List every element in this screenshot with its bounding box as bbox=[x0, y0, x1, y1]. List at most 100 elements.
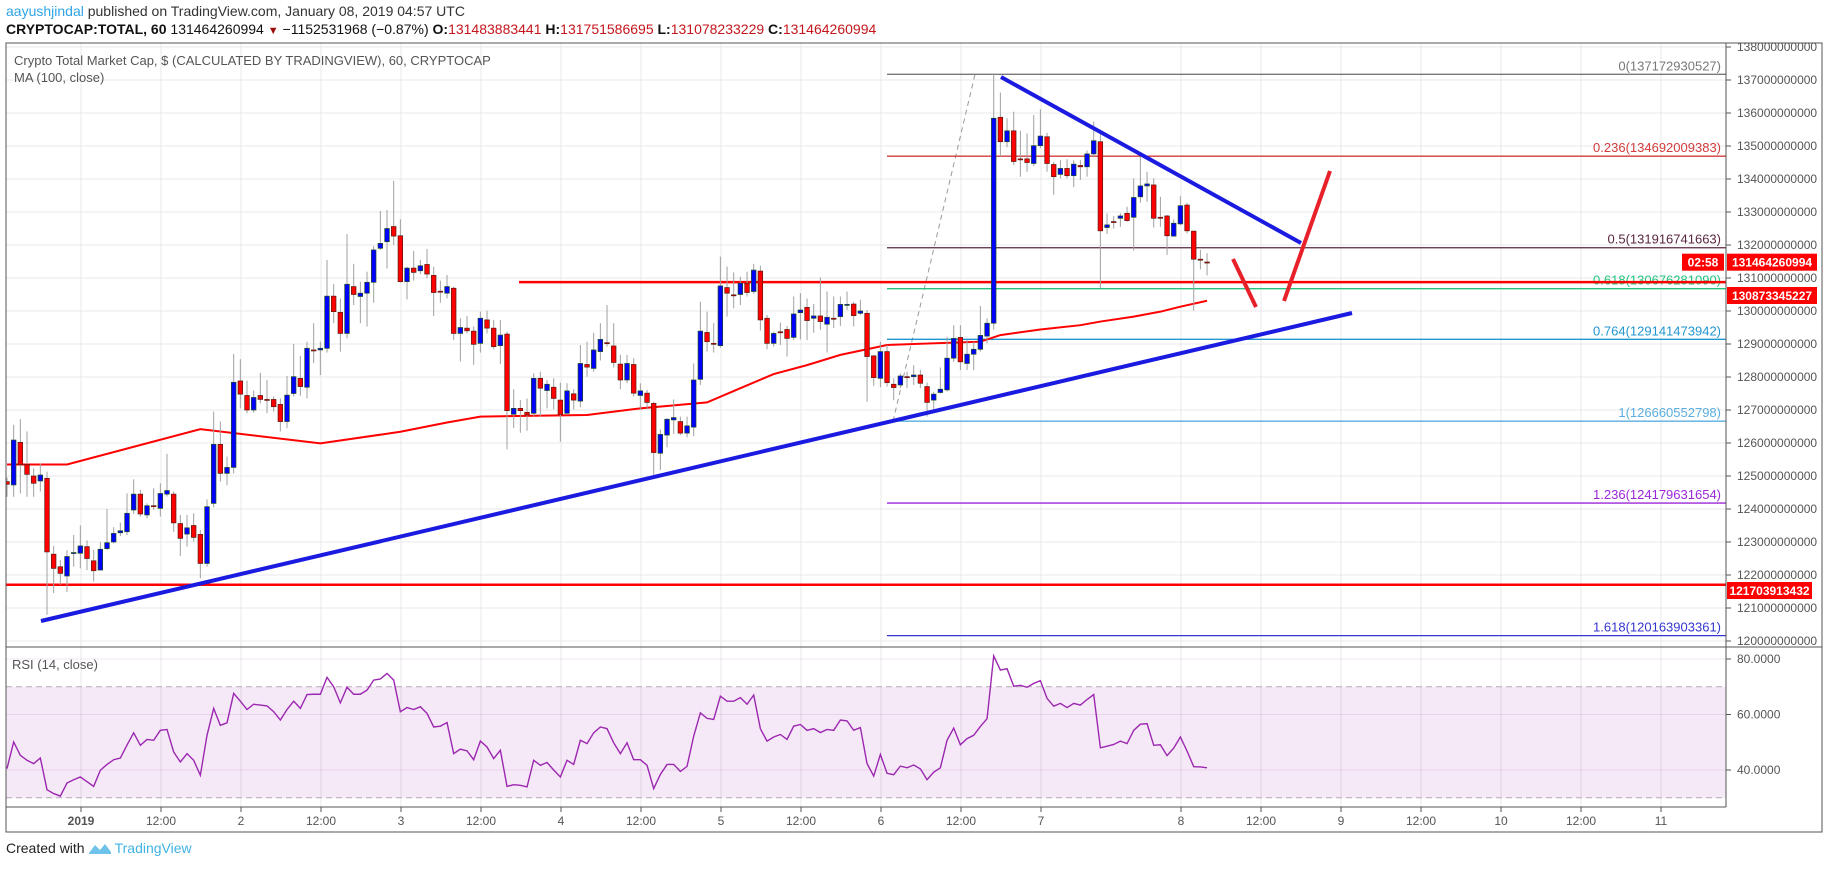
candle bbox=[111, 527, 117, 544]
candle-body-up bbox=[984, 322, 990, 337]
candle bbox=[251, 390, 257, 413]
candle bbox=[191, 513, 197, 542]
candle bbox=[591, 332, 597, 372]
tradingview-link[interactable]: TradingView bbox=[114, 840, 192, 856]
candle bbox=[831, 296, 837, 329]
candle bbox=[1171, 219, 1177, 237]
candle-body-up bbox=[497, 334, 504, 346]
candle-body-down bbox=[484, 319, 490, 329]
candle-body-down bbox=[557, 399, 564, 415]
ma-legend: MA (100, close) bbox=[14, 70, 104, 85]
candle-body-up bbox=[911, 374, 917, 378]
projection-down-stroke[interactable] bbox=[1231, 258, 1258, 308]
candle-body-up bbox=[751, 269, 757, 292]
candle bbox=[944, 336, 950, 392]
falling-trendline[interactable] bbox=[1000, 75, 1302, 245]
candle-body-up bbox=[417, 265, 424, 272]
candle bbox=[584, 341, 590, 377]
candle bbox=[1111, 215, 1117, 229]
candle-body-up bbox=[664, 418, 670, 436]
candle-body-up bbox=[124, 512, 130, 533]
candle bbox=[377, 211, 384, 250]
rising-trendline[interactable] bbox=[40, 311, 1353, 623]
candle bbox=[411, 250, 417, 281]
candle-body-up bbox=[991, 117, 997, 324]
candle-body-down bbox=[1097, 141, 1104, 232]
projection-up-stroke[interactable] bbox=[1282, 170, 1332, 302]
candle-body-down bbox=[917, 374, 924, 384]
candle-body-down bbox=[711, 342, 717, 345]
candle bbox=[751, 263, 757, 294]
candle-body-down bbox=[1204, 261, 1210, 264]
candle-body-up bbox=[1057, 168, 1064, 175]
candle bbox=[137, 489, 143, 517]
candle bbox=[217, 421, 223, 482]
candle bbox=[711, 323, 717, 353]
candle-body-up bbox=[811, 315, 817, 319]
candle-body-up bbox=[844, 304, 850, 306]
candle-body-down bbox=[1191, 230, 1197, 260]
candle-body-down bbox=[31, 475, 37, 484]
candle bbox=[257, 372, 263, 404]
candle-body-up bbox=[531, 377, 537, 414]
trend-drawings[interactable] bbox=[40, 75, 1353, 623]
open-value: 131483883441 bbox=[448, 21, 542, 37]
candle-body-down bbox=[297, 377, 303, 387]
candle bbox=[917, 370, 924, 389]
candle-body-down bbox=[451, 287, 457, 334]
candle-body-down bbox=[44, 477, 50, 553]
candle bbox=[884, 344, 890, 387]
candle bbox=[537, 371, 544, 417]
resistance-price-label: 130873345227 bbox=[1732, 289, 1812, 303]
candle bbox=[71, 535, 77, 567]
candle-body-up bbox=[184, 527, 190, 535]
axes: 138000000000 137000000000 136000000000 1350… bbox=[68, 40, 1818, 828]
quote-line: CRYPTOCAP:TOTAL, 60 131464260994 ▼ −1152… bbox=[6, 21, 876, 37]
candle bbox=[1004, 118, 1010, 148]
candle bbox=[997, 92, 1004, 157]
price-tick-label: 138000000000 bbox=[1737, 40, 1817, 54]
candle bbox=[424, 248, 430, 279]
grid bbox=[6, 43, 1726, 807]
candle bbox=[164, 453, 170, 497]
candle-body-down bbox=[257, 395, 263, 400]
candle bbox=[284, 376, 290, 429]
open-label: O: bbox=[432, 21, 449, 37]
candle-body-up bbox=[377, 243, 384, 249]
candle bbox=[97, 542, 103, 571]
close-label: C: bbox=[768, 21, 783, 37]
candle-body-up bbox=[444, 286, 450, 294]
candle-body-up bbox=[211, 443, 217, 504]
candle-body-down bbox=[311, 349, 317, 352]
time-tick-label: 12:00 bbox=[946, 814, 976, 828]
candle-body-down bbox=[784, 329, 790, 339]
price-tick-label: 130000000000 bbox=[1737, 304, 1817, 318]
candle bbox=[1144, 171, 1150, 202]
candle bbox=[737, 276, 744, 306]
candle-body-down bbox=[611, 345, 617, 363]
candle bbox=[937, 367, 944, 394]
candle bbox=[297, 355, 303, 396]
candle bbox=[117, 522, 123, 537]
price-tick-label: 124000000000 bbox=[1737, 502, 1817, 516]
footer: Created with TradingView bbox=[6, 840, 192, 856]
candle bbox=[604, 305, 610, 347]
candle bbox=[44, 471, 50, 615]
candle bbox=[1137, 156, 1144, 203]
candle-body-up bbox=[877, 351, 884, 379]
candle bbox=[557, 382, 564, 442]
candle bbox=[177, 514, 183, 556]
candle bbox=[977, 306, 984, 352]
author-link[interactable]: aayushjindal bbox=[6, 3, 84, 19]
candle-body-down bbox=[351, 286, 357, 295]
candle bbox=[871, 354, 877, 386]
fib-level-label: 0(137172930527) bbox=[1618, 58, 1721, 73]
candles bbox=[6, 73, 1210, 615]
candle-body-up bbox=[937, 388, 944, 393]
candle bbox=[1077, 160, 1084, 180]
candle bbox=[611, 323, 617, 368]
candle bbox=[684, 416, 690, 438]
candle bbox=[511, 389, 517, 429]
price-tick-label: 120000000000 bbox=[1737, 634, 1817, 648]
